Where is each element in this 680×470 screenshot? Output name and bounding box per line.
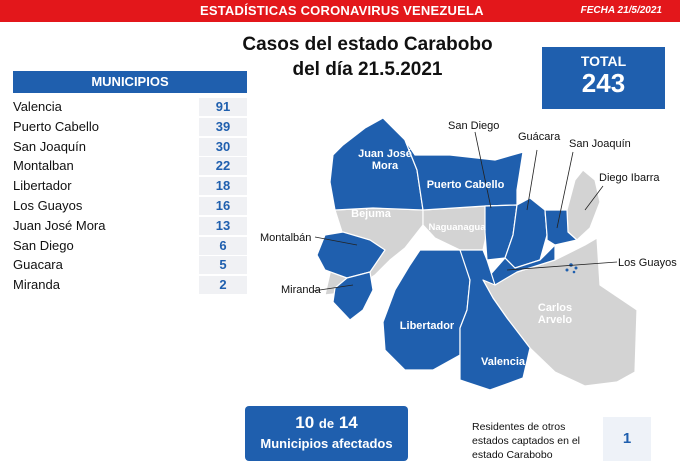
label-diego-ibarra: Diego Ibarra [599,172,660,184]
region-miranda [332,271,374,321]
municipality-cases: 6 [199,236,247,255]
affected-count-line: 10 de 14 [245,413,408,433]
label-san-diego: San Diego [448,120,500,132]
headline-line-2: del día 21.5.2021 [292,59,443,80]
label-montalban: Montalbán [260,232,312,244]
label-libertador: Libertador [399,320,455,332]
municipality-cases: 13 [199,216,247,235]
title-bar: ESTADÍSTICAS CORONAVIRUS VENEZUELA FECHA… [0,0,680,22]
municipality-name: Libertador [13,177,183,196]
municipality-name: Valencia [13,98,183,116]
residents-other-states-value: 1 [603,417,651,461]
municipality-name: Montalban [13,157,183,176]
municipality-name: Los Guayos [13,196,183,215]
table-row: Juan José Mora 13 [13,216,247,236]
table-row: Montalban 22 [13,156,247,176]
municipality-cases: 16 [199,196,247,215]
region-diego-ibarra [566,169,601,241]
label-valencia: Valencia [480,356,526,368]
label-guacara: Guácara [518,131,561,143]
headline-line-1: Casos del estado Carabobo [242,34,493,55]
table-row: Valencia 91 [13,97,247,117]
municipality-cases: 2 [199,276,247,295]
municipality-name: Miranda [13,276,183,295]
report-date: FECHA 21/5/2021 [580,5,662,16]
label-naguanagua: Naguanagua [428,222,486,233]
label-carlos-arvelo: Carlos Arvelo [525,302,585,326]
label-carlos-arvelo-line2: Arvelo [537,314,573,326]
affected-total: 14 [338,413,358,432]
label-miranda: Miranda [281,284,321,296]
label-los-guayos: Los Guayos [618,257,677,269]
leader-lines [312,131,618,292]
label-juan-jose-mora: Juan José Mora [350,148,420,172]
table-row: Miranda 2 [13,275,247,295]
label-carlos-arvelo-line1: Carlos [537,302,573,314]
region-valencia [459,249,531,391]
label-bejuma: Bejuma [351,208,391,220]
table-row: Libertador 18 [13,176,247,196]
total-cases-box: TOTAL 243 [542,47,665,109]
table-row: San Joaquín 30 [13,137,247,157]
label-san-joaquin: San Joaquín [569,138,631,150]
total-value: 243 [581,68,626,98]
table-row: Los Guayos 16 [13,196,247,216]
map-svg [312,117,638,391]
affected-of-word: de [318,416,335,431]
table-row: Guacara 5 [13,255,247,275]
affected-description: Municipios afectados [260,436,393,451]
municipality-cases: 91 [199,98,247,116]
region-san-joaquin [544,209,578,246]
label-juan-jose-mora-line2: Mora [371,160,399,172]
label-juan-jose-mora-line1: Juan José [358,148,412,160]
table-row: San Diego 6 [13,236,247,256]
affected-municipalities-box: 10 de 14 Municipios afectados [245,406,408,461]
municipality-cases: 30 [199,137,247,156]
table-row: Puerto Cabello 39 [13,117,247,137]
carabobo-map: Juan José Mora Puerto Cabello Bejuma Nag… [255,110,680,400]
region-puerto-cabello [404,139,524,211]
municipality-name: San Joaquín [13,137,183,156]
page-headline: Casos del estado Carabobo del día 21.5.2… [205,32,530,82]
report-title: ESTADÍSTICAS CORONAVIRUS VENEZUELA [200,3,484,18]
municipality-name: Puerto Cabello [13,117,183,136]
municipality-name: Guacara [13,256,183,275]
total-label: TOTAL [580,53,627,69]
region-libertador [382,249,471,371]
residents-other-states-text: Residentes de otros estados captados en … [472,421,580,461]
municipality-name: San Diego [13,236,183,255]
municipality-cases: 22 [199,157,247,176]
municipality-cases: 5 [199,256,247,275]
municipalities-header: MUNICIPIOS [13,71,247,93]
municipality-name: Juan José Mora [13,216,183,235]
municipality-cases: 39 [199,117,247,136]
affected-count: 10 [295,413,315,432]
municipality-cases: 18 [199,177,247,196]
label-puerto-cabello: Puerto Cabello [426,179,505,191]
municipalities-table: Valencia 91 Puerto Cabello 39 San Joaquín 3… [13,97,247,295]
